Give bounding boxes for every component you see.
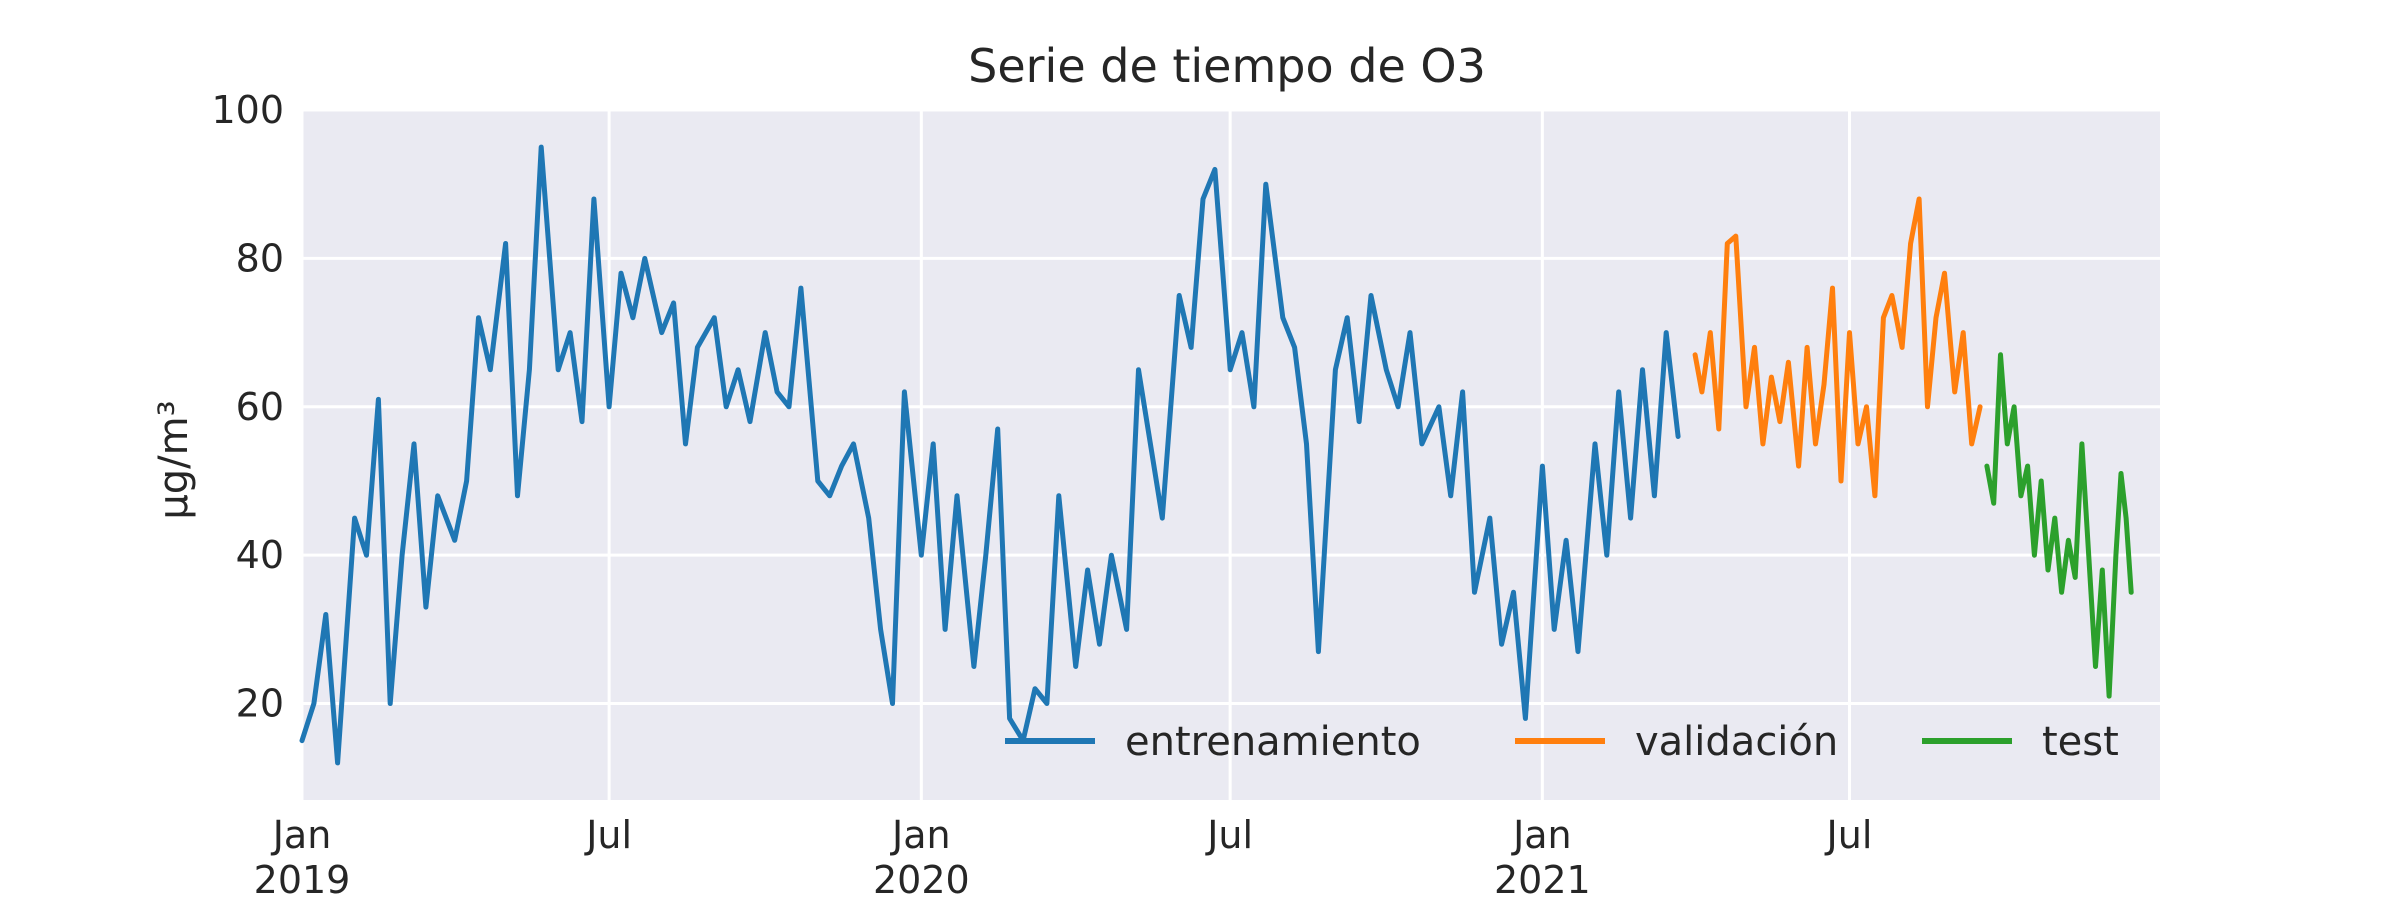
x-tick-label: Jul xyxy=(1205,813,1253,857)
series-lines xyxy=(299,144,2134,766)
x-tick-label: Jan xyxy=(1511,813,1572,857)
series-line-0 xyxy=(299,144,1681,766)
x-tick-label: Jul xyxy=(584,813,632,857)
x-tick-label: Jul xyxy=(1825,813,1873,857)
y-tick-label: 60 xyxy=(236,385,284,429)
x-tick-year-label: 2021 xyxy=(1494,858,1591,900)
legend-label-2: test xyxy=(2042,719,2119,765)
x-tick-label: Jan xyxy=(271,813,332,857)
series-line-2 xyxy=(1984,352,2134,699)
y-tick-label: 40 xyxy=(236,533,284,577)
x-tick-year-label: 2019 xyxy=(254,858,351,900)
series-line-1 xyxy=(1692,196,1983,499)
x-tick-label: Jan xyxy=(890,813,951,857)
y-tick-label: 80 xyxy=(236,236,284,280)
grid-lines xyxy=(300,108,2160,800)
y-tick-label: 20 xyxy=(236,682,284,726)
y-tick-label: 100 xyxy=(211,88,284,132)
chart-title: Serie de tiempo de O3 xyxy=(968,39,1486,93)
legend-label-1: validación xyxy=(1635,719,1838,765)
y-axis-label: µg/m³ xyxy=(151,400,197,519)
legend-label-0: entrenamiento xyxy=(1125,719,1421,765)
x-tick-year-label: 2020 xyxy=(873,858,970,900)
legend: entrenamiento validación test xyxy=(1005,719,2119,765)
